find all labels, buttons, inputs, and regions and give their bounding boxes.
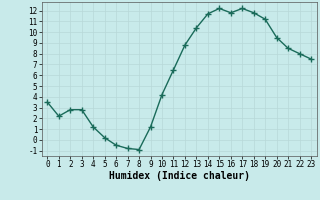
X-axis label: Humidex (Indice chaleur): Humidex (Indice chaleur) — [109, 171, 250, 181]
